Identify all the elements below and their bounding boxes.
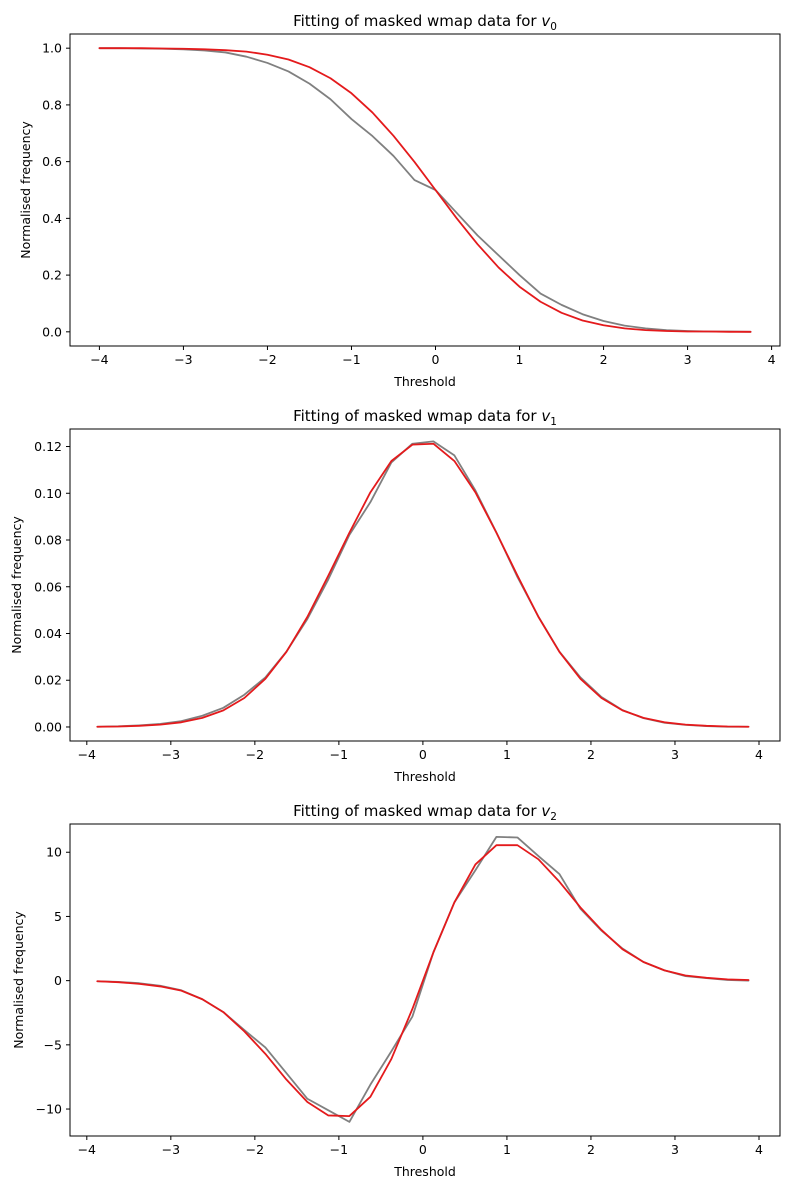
x-tick-label: −2 bbox=[246, 1142, 264, 1157]
x-tick-label: −4 bbox=[90, 352, 108, 367]
chart-panel-2: Fitting of masked wmap data for v1 Norma… bbox=[9, 407, 781, 784]
fit-series-line bbox=[96, 844, 750, 1117]
chart-title-3: Fitting of masked wmap data for v2 bbox=[293, 802, 557, 823]
y-tick-label: 0.08 bbox=[34, 533, 62, 548]
x-ticks-1: −4 −3 −2 −1 0 1 2 3 4 bbox=[90, 346, 776, 367]
y-tick-label: 0 bbox=[54, 973, 62, 988]
x-tick-label: 1 bbox=[503, 1142, 511, 1157]
y-tick-label: 0.12 bbox=[34, 439, 62, 454]
fit-series-line bbox=[96, 442, 750, 728]
chart-title-2: Fitting of masked wmap data for v1 bbox=[293, 407, 557, 428]
y-ticks-1: 0.0 0.2 0.4 0.6 0.8 1.0 bbox=[42, 41, 70, 339]
fit-series-line bbox=[98, 47, 752, 333]
x-tick-label: 4 bbox=[755, 1142, 763, 1157]
x-tick-label: 0 bbox=[432, 352, 440, 367]
series-lines-3 bbox=[96, 835, 750, 1123]
x-axis-label-1: Threshold bbox=[393, 374, 456, 389]
x-tick-label: 4 bbox=[768, 352, 776, 367]
x-tick-label: −4 bbox=[78, 1142, 96, 1157]
x-tick-label: 3 bbox=[671, 1142, 679, 1157]
y-tick-label: 0.8 bbox=[42, 97, 62, 112]
y-tick-label: −5 bbox=[44, 1037, 62, 1052]
y-axis-label-2: Normalised frequency bbox=[9, 516, 24, 654]
x-tick-label: 0 bbox=[419, 747, 427, 762]
x-axis-label-2: Threshold bbox=[393, 769, 456, 784]
y-tick-label: 5 bbox=[54, 909, 62, 924]
chart-panel-1: Fitting of masked wmap data for v0 Norma… bbox=[18, 12, 781, 389]
x-tick-label: −1 bbox=[342, 352, 360, 367]
y-ticks-3: −10 −5 0 5 10 bbox=[36, 845, 70, 1117]
y-tick-label: 0.00 bbox=[34, 719, 62, 734]
x-tick-label: 2 bbox=[587, 747, 595, 762]
chart-title-1-math: v bbox=[541, 12, 551, 30]
y-tick-label: 0.02 bbox=[34, 673, 62, 688]
x-tick-label: 1 bbox=[503, 747, 511, 762]
y-tick-label: 0.4 bbox=[42, 211, 62, 226]
x-tick-label: −1 bbox=[330, 747, 348, 762]
x-tick-label: −2 bbox=[258, 352, 276, 367]
x-tick-label: −3 bbox=[162, 747, 180, 762]
plot-frame-1 bbox=[69, 33, 781, 347]
x-axis-label-3: Threshold bbox=[393, 1164, 456, 1179]
y-tick-label: 0.10 bbox=[34, 486, 62, 501]
y-tick-label: 0.0 bbox=[42, 324, 62, 339]
plot-frame-2 bbox=[69, 428, 781, 742]
y-tick-label: 0.6 bbox=[42, 154, 62, 169]
chart-title-2-subscript: 1 bbox=[550, 416, 557, 428]
chart-title-3-math: v bbox=[541, 802, 551, 820]
x-tick-label: −3 bbox=[174, 352, 192, 367]
data-series-line bbox=[98, 47, 752, 333]
x-tick-label: 3 bbox=[684, 352, 692, 367]
x-tick-label: 2 bbox=[600, 352, 608, 367]
x-tick-label: −3 bbox=[162, 1142, 180, 1157]
x-tick-label: −4 bbox=[78, 747, 96, 762]
x-ticks-3: −4 −3 −2 −1 0 1 2 3 4 bbox=[78, 1136, 763, 1157]
chart-title-1-text: Fitting of masked wmap data for bbox=[293, 12, 541, 30]
y-tick-label: 1.0 bbox=[42, 41, 62, 56]
chart-title-3-text: Fitting of masked wmap data for bbox=[293, 802, 541, 820]
chart-panel-3: Fitting of masked wmap data for v2 Norma… bbox=[11, 802, 781, 1179]
chart-title-2-text: Fitting of masked wmap data for bbox=[293, 407, 541, 425]
x-tick-label: 3 bbox=[671, 747, 679, 762]
chart-title-2-math: v bbox=[541, 407, 551, 425]
x-tick-label: 2 bbox=[587, 1142, 595, 1157]
y-tick-label: 0.06 bbox=[34, 579, 62, 594]
chart-title-1: Fitting of masked wmap data for v0 bbox=[293, 12, 557, 33]
y-axis-label-1: Normalised frequency bbox=[18, 121, 33, 259]
y-ticks-2: 0.00 0.02 0.04 0.06 0.08 0.10 0.12 bbox=[34, 439, 70, 734]
x-ticks-2: −4 −3 −2 −1 0 1 2 3 4 bbox=[78, 741, 763, 762]
chart-title-1-subscript: 0 bbox=[550, 21, 557, 33]
y-tick-label: 0.2 bbox=[42, 268, 62, 283]
x-tick-label: −2 bbox=[246, 747, 264, 762]
series-lines-2 bbox=[96, 440, 750, 728]
y-tick-label: 0.04 bbox=[34, 626, 62, 641]
chart-title-3-subscript: 2 bbox=[550, 811, 557, 823]
y-axis-label-3: Normalised frequency bbox=[11, 911, 26, 1049]
x-tick-label: 4 bbox=[755, 747, 763, 762]
x-tick-label: 1 bbox=[516, 352, 524, 367]
plot-frame-3 bbox=[69, 823, 781, 1137]
series-lines-1 bbox=[98, 47, 752, 333]
x-tick-label: −1 bbox=[330, 1142, 348, 1157]
y-tick-label: 10 bbox=[46, 845, 62, 860]
y-tick-label: −10 bbox=[36, 1102, 62, 1117]
x-tick-label: 0 bbox=[419, 1142, 427, 1157]
